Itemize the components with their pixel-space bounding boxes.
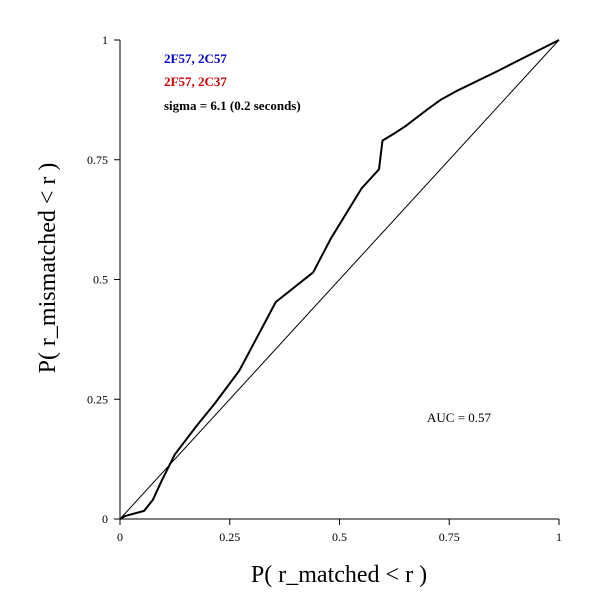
x-tick-label-0: 0 — [117, 530, 123, 544]
y-axis-title: P( r_mismatched < r ) — [35, 163, 61, 374]
x-tick-label-2: 0.5 — [332, 530, 347, 544]
x-tick-label-4: 1 — [556, 530, 562, 544]
x-tick-label-3: 0.75 — [439, 530, 460, 544]
diagonal-reference-line — [119, 39, 560, 520]
y-tick-label-3: 0.75 — [87, 153, 108, 167]
x-axis-title: P( r_matched < r ) — [251, 562, 427, 588]
y-tick-label-2: 0.5 — [93, 273, 108, 287]
legend-entry-2: 2F57, 2C37 — [164, 74, 227, 89]
roc-curve — [119, 39, 560, 520]
series-layer — [119, 39, 560, 520]
x-ticks: 0 0.25 0.5 0.75 1 — [117, 519, 562, 544]
y-ticks: 0 0.25 0.5 0.75 1 — [87, 33, 120, 526]
y-tick-label-4: 1 — [102, 33, 108, 47]
y-tick-label-1: 0.25 — [87, 392, 108, 406]
auc-annotation: AUC = 0.57 — [427, 410, 492, 425]
y-tick-label-0: 0 — [102, 512, 108, 526]
legend: 2F57, 2C57 2F57, 2C37 sigma = 6.1 (0.2 s… — [164, 51, 301, 113]
legend-entry-1: 2F57, 2C57 — [164, 51, 227, 66]
x-tick-label-1: 0.25 — [219, 530, 240, 544]
legend-entry-3: sigma = 6.1 (0.2 seconds) — [164, 98, 301, 113]
